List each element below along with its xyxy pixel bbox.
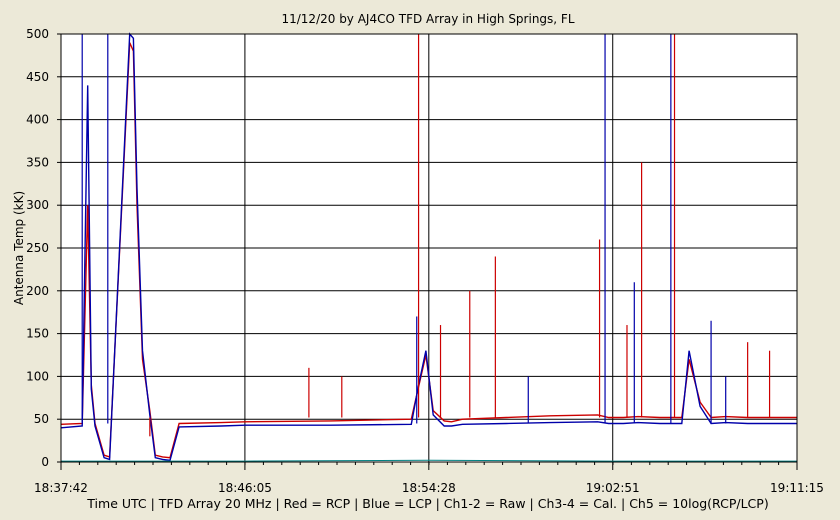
x-tick-label: 18:46:05	[218, 481, 272, 495]
x-tick-label: 19:02:51	[586, 481, 640, 495]
y-tick-label: 0	[41, 455, 49, 469]
y-tick-label: 300	[26, 198, 49, 212]
x-tick-label: 18:54:28	[402, 481, 456, 495]
y-tick-label: 350	[26, 155, 49, 169]
y-axis: 0 50 100 150 200 250 300 350 400 450 500	[26, 27, 61, 469]
y-tick-label: 150	[26, 327, 49, 341]
y-tick-label: 500	[26, 27, 49, 41]
chart-title: 11/12/20 by AJ4CO TFD Array in High Spri…	[281, 12, 574, 26]
series-ratio-line	[61, 459, 797, 462]
y-tick-label: 100	[26, 369, 49, 383]
y-tick-label: 400	[26, 113, 49, 127]
plot-frame	[60, 33, 798, 463]
y-tick-label: 200	[26, 284, 49, 298]
series-group	[60, 32, 797, 462]
y-tick-label: 50	[34, 412, 49, 426]
y-tick-label: 250	[26, 241, 49, 255]
series-lcp-line	[60, 32, 797, 462]
x-axis: 18:37:42 18:46:05 18:54:28 19:02:51 19:11:15	[34, 462, 824, 495]
x-tick-label: 18:37:42	[34, 481, 88, 495]
y-axis-label: Antenna Temp (kK)	[12, 191, 26, 305]
x-tick-label: 19:11:15	[770, 481, 824, 495]
x-axis-label: Time UTC | TFD Array 20 MHz | Red = RCP …	[86, 496, 768, 511]
y-tick-label: 450	[26, 70, 49, 84]
